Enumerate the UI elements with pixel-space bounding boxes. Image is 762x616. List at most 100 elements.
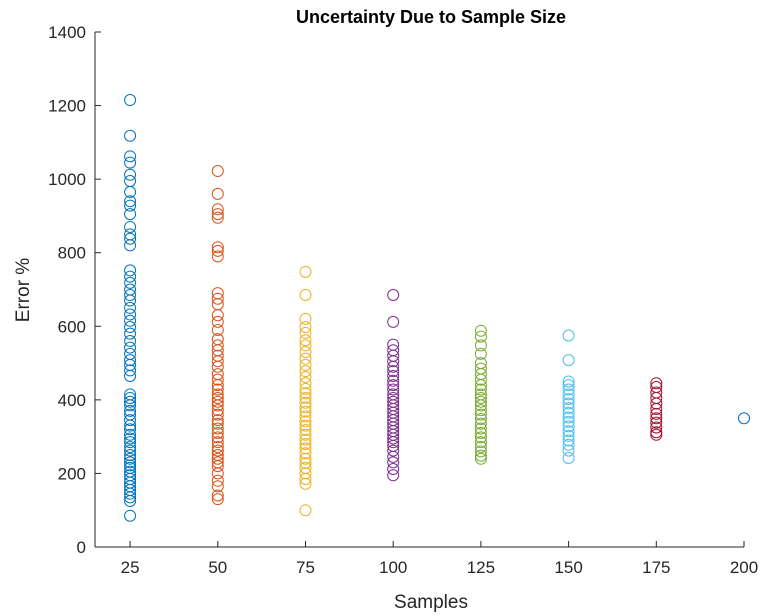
data-point	[124, 436, 137, 449]
data-point	[211, 426, 224, 439]
data-point	[211, 422, 224, 435]
data-point	[387, 436, 400, 449]
data-point	[299, 410, 312, 423]
data-point	[124, 195, 137, 208]
data-point	[650, 426, 663, 439]
data-point	[211, 373, 224, 386]
y-tick-label: 400	[58, 391, 86, 410]
data-point	[474, 383, 487, 396]
data-point	[474, 452, 487, 465]
data-point	[124, 289, 137, 302]
data-point	[299, 467, 312, 480]
data-point	[211, 460, 224, 473]
data-point	[211, 399, 224, 412]
data-point	[387, 379, 400, 392]
data-point	[474, 395, 487, 408]
data-point	[124, 392, 137, 405]
data-point	[124, 239, 137, 252]
data-point	[124, 220, 137, 233]
data-point	[211, 480, 224, 493]
data-point	[299, 447, 312, 460]
data-point	[562, 420, 575, 433]
data-point	[211, 392, 224, 405]
data-point	[299, 401, 312, 414]
data-point	[124, 399, 137, 412]
data-point	[124, 208, 137, 221]
data-points	[124, 94, 750, 522]
data-point	[124, 459, 137, 472]
data-point	[124, 321, 137, 334]
data-point	[211, 431, 224, 444]
data-point	[474, 408, 487, 421]
data-point	[474, 379, 487, 392]
data-point	[650, 403, 663, 416]
x-tick-label: 150	[554, 558, 582, 577]
data-point	[474, 426, 487, 439]
data-point	[211, 241, 224, 254]
data-point	[124, 395, 137, 408]
data-point	[299, 365, 312, 378]
data-point	[562, 354, 575, 367]
data-point	[124, 423, 137, 436]
data-point	[387, 450, 400, 463]
data-point	[474, 436, 487, 449]
data-point	[299, 472, 312, 485]
data-point	[474, 373, 487, 386]
data-point	[124, 174, 137, 187]
data-point	[299, 321, 312, 334]
data-point	[562, 415, 575, 428]
chart-title: Uncertainty Due to Sample Size	[296, 7, 566, 27]
data-point	[474, 404, 487, 417]
data-point	[124, 432, 137, 445]
data-point	[474, 412, 487, 425]
data-point	[387, 355, 400, 368]
data-point	[124, 364, 137, 377]
data-point	[474, 431, 487, 444]
data-point	[299, 438, 312, 450]
data-point	[211, 211, 224, 224]
data-point	[211, 208, 224, 221]
data-point	[387, 289, 400, 302]
data-point	[562, 434, 575, 447]
data-point	[299, 346, 312, 359]
x-tick-label: 100	[379, 558, 407, 577]
x-tick-label: 125	[467, 558, 495, 577]
x-tick-label: 50	[208, 558, 227, 577]
data-point	[124, 270, 137, 283]
data-point	[650, 416, 663, 429]
data-point	[299, 433, 312, 446]
data-point	[211, 417, 224, 430]
data-point	[124, 444, 137, 457]
data-point	[124, 491, 137, 504]
data-point	[299, 352, 312, 365]
x-axis-label: Samples	[394, 592, 468, 613]
data-point	[562, 397, 575, 410]
data-point	[474, 324, 487, 337]
data-point	[124, 301, 137, 314]
data-point	[124, 199, 137, 212]
data-point	[650, 421, 663, 434]
data-point	[124, 129, 137, 142]
data-point	[211, 383, 224, 396]
y-tick-label: 1200	[48, 97, 86, 116]
data-point	[299, 377, 312, 390]
data-point	[562, 383, 575, 396]
data-point	[124, 414, 137, 427]
data-point	[650, 428, 663, 441]
data-point	[211, 203, 224, 216]
data-point	[299, 392, 312, 405]
data-point	[124, 440, 137, 453]
data-point	[299, 265, 312, 278]
x-tick-label: 200	[730, 558, 758, 577]
data-point	[299, 396, 312, 409]
data-point	[299, 339, 312, 352]
data-point	[738, 412, 750, 425]
data-point	[474, 330, 487, 343]
data-point	[124, 327, 137, 340]
data-point	[387, 365, 400, 378]
data-point	[124, 314, 137, 327]
axes: 0 200 400 600 800 1000 1200 1400 25 50 75 100 125 150…	[48, 23, 758, 577]
data-point	[650, 412, 663, 425]
data-point	[124, 264, 137, 277]
data-point	[562, 444, 575, 457]
